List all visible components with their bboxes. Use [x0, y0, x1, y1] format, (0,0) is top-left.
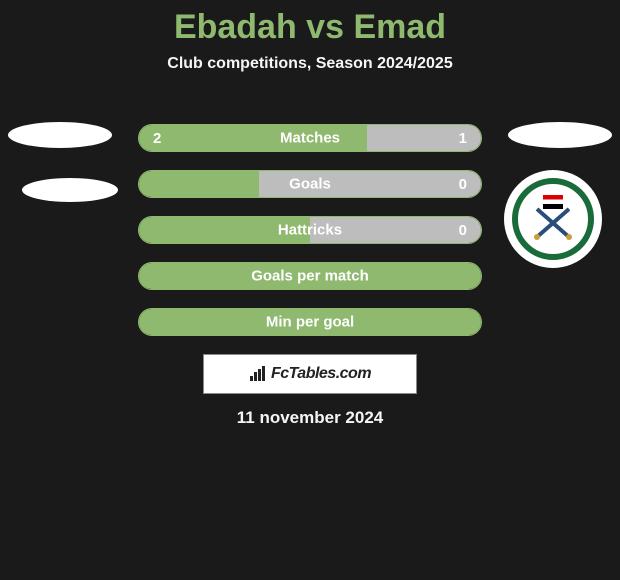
club-left-logo-placeholder	[22, 178, 118, 202]
chart-subtitle: Club competitions, Season 2024/2025	[0, 55, 620, 73]
bar-row-matches: 2 1 Matches	[138, 124, 482, 152]
bar-row-goals-per-match: Goals per match	[138, 262, 482, 290]
badge-center	[529, 195, 577, 243]
bar-left-value: 2	[139, 125, 367, 151]
bar-right-value: 0	[259, 171, 481, 197]
bar-left-value	[139, 309, 481, 335]
chart-date: 11 november 2024	[0, 408, 620, 428]
comparison-bars: 2 1 Matches 0 Goals 0 Hattricks Goals pe…	[138, 124, 482, 354]
chart-title: Ebadah vs Emad	[0, 0, 620, 47]
bar-left-value	[139, 171, 259, 197]
bar-chart-icon	[249, 366, 267, 382]
club-right-badge	[504, 170, 602, 268]
bar-row-hattricks: 0 Hattricks	[138, 216, 482, 244]
player-left-avatar-placeholder	[8, 122, 112, 148]
bar-left-value	[139, 263, 481, 289]
bar-left-value	[139, 217, 310, 243]
bar-right-value: 1	[367, 125, 481, 151]
brand-watermark: FcTables.com	[203, 354, 417, 394]
brand-text: FcTables.com	[271, 365, 371, 383]
bar-row-min-per-goal: Min per goal	[138, 308, 482, 336]
badge-ring	[512, 178, 594, 260]
crossed-swords-icon	[529, 195, 577, 243]
bar-row-goals: 0 Goals	[138, 170, 482, 198]
bar-right-value: 0	[310, 217, 481, 243]
player-right-avatar-placeholder	[508, 122, 612, 148]
